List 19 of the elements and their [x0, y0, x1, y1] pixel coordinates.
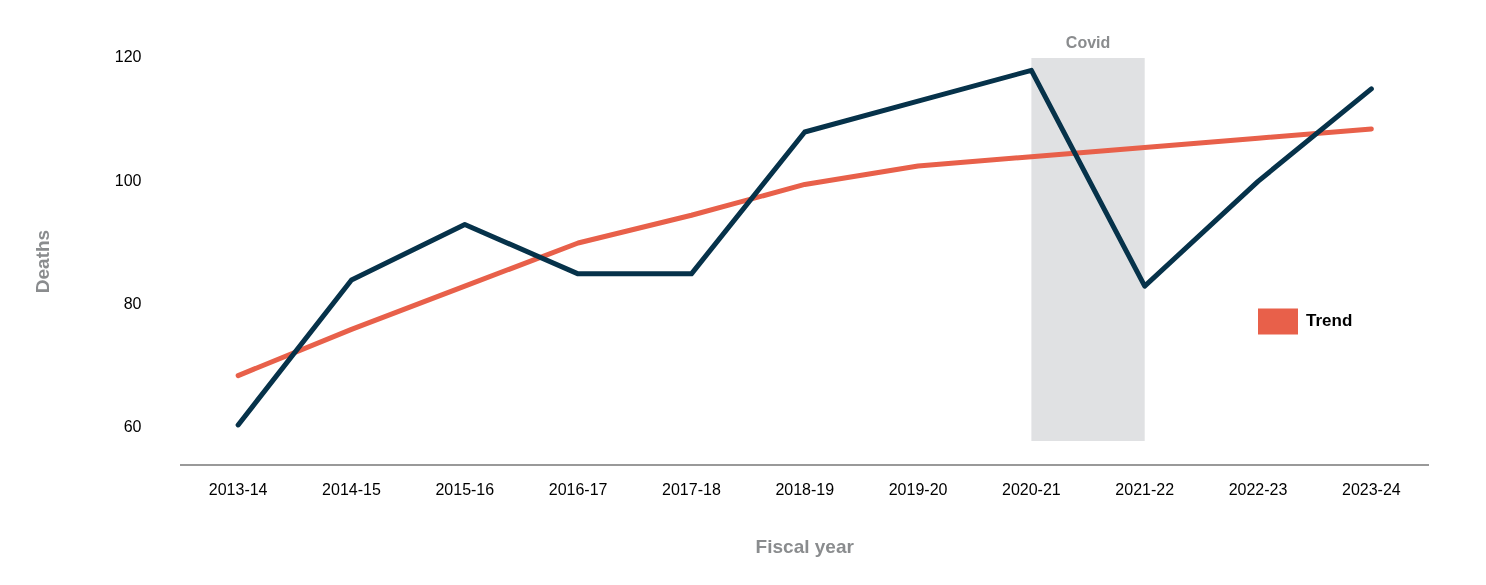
- y-tick-label: 100: [114, 171, 142, 189]
- band-label: Covid: [1065, 34, 1111, 52]
- x-tick-label: 2023-24: [1341, 481, 1401, 499]
- y-tick-label: 60: [123, 418, 142, 436]
- x-tick-label: 2017-18: [662, 481, 721, 499]
- x-tick-label: 2014-15: [322, 481, 381, 499]
- legend-label: Trend: [1306, 311, 1353, 331]
- x-tick-label: 2019-20: [888, 481, 948, 499]
- x-tick-label: 2013-14: [208, 481, 268, 499]
- x-tick-label: 2016-17: [548, 481, 608, 499]
- x-axis-title: Fiscal year: [755, 535, 855, 557]
- x-tick-label: 2020-21: [1002, 481, 1061, 499]
- x-tick-label: 2022-23: [1228, 481, 1288, 499]
- y-tick-label: 120: [114, 48, 142, 66]
- x-tick-label: 2021-22: [1115, 481, 1175, 499]
- y-axis-title: Deaths: [31, 229, 53, 294]
- x-tick-label: 2018-19: [775, 481, 835, 499]
- y-tick-label: 80: [123, 295, 142, 313]
- x-tick-label: 2015-16: [435, 481, 495, 499]
